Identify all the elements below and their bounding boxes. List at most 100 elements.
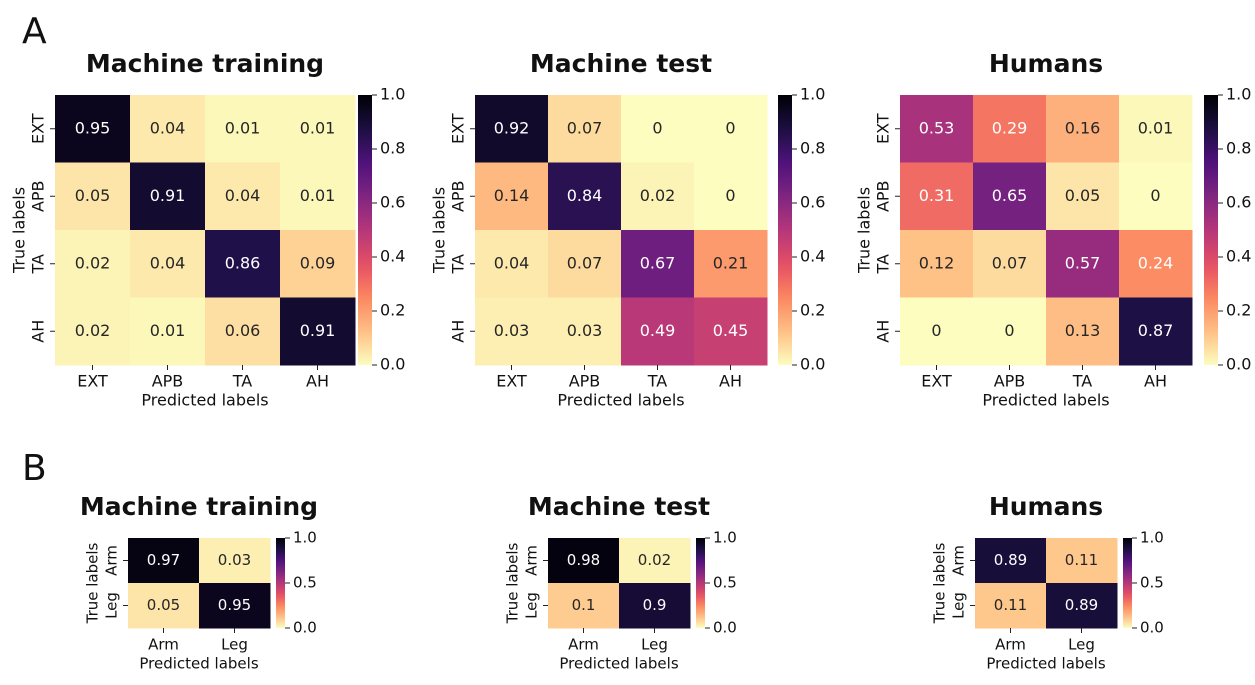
y-tick-label: TA (874, 254, 893, 275)
heatmap: Humans 0.53 0.29 0.16 0.01 0.31 0.65 0.05 0 0.12 0… (855, 49, 1252, 410)
cell-label: 0.31 (919, 186, 955, 205)
chart-title: Machine test (528, 492, 710, 521)
cell-label: 0.21 (713, 253, 749, 272)
colorbar-tick-label: 0.2 (380, 301, 405, 320)
cell-label: 0.92 (494, 118, 530, 137)
cell (1046, 297, 1120, 366)
cell-label: 0 (652, 118, 662, 137)
heatmap: Machine training 0.97 0.03 0.05 0.95 Arm Leg Ar… (80, 492, 318, 673)
cell-label: 0.04 (150, 118, 186, 137)
cell (621, 95, 695, 163)
colorbar-tick-label: 1.0 (800, 85, 825, 104)
cell (130, 297, 206, 366)
x-tick-label: APB (569, 372, 601, 391)
y-tick-label: TA (29, 254, 48, 275)
y-axis-label: True labels (10, 187, 29, 274)
y-tick-label: APB (449, 180, 468, 212)
cell-label: 0 (931, 321, 941, 340)
cell-label: 0.12 (919, 253, 955, 272)
colorbar-tick-label: 0.6 (380, 193, 405, 212)
cell-label: 0.84 (567, 186, 603, 205)
chart-title: Humans (989, 492, 1103, 521)
cell (548, 583, 620, 629)
heatmap: Machine test 0.92 0.07 0 0 0.14 0.84 0.02 0 0.04 0… (430, 49, 826, 410)
chart-title: Machine training (86, 49, 324, 78)
cell (1119, 162, 1193, 231)
y-tick-label: EXT (29, 113, 48, 144)
colorbar-tick-label: 0.5 (293, 574, 317, 592)
cell (694, 95, 768, 163)
cell-label: 0 (725, 186, 735, 205)
y-axis-label: True labels (855, 187, 874, 274)
heatmap: Machine training 0.95 0.04 0.01 0.01 0.05 0.91… (10, 49, 406, 410)
cell (621, 230, 695, 298)
chart-title: Machine test (530, 49, 712, 78)
cell-label: 0.1 (572, 596, 596, 614)
colorbar-tick-label: 1.0 (1140, 529, 1164, 547)
panel-label: B (22, 448, 47, 489)
cell-label: 0.97 (147, 551, 180, 569)
cell (973, 162, 1047, 231)
cell (280, 162, 356, 231)
cell (55, 230, 131, 298)
colorbar-tick-label: 0.2 (800, 301, 825, 320)
x-tick-label: EXT (77, 372, 108, 391)
cell-label: 0.14 (494, 186, 530, 205)
y-axis-label: True labels (504, 542, 522, 624)
x-tick-label: Leg (1068, 636, 1095, 654)
y-tick-label: EXT (449, 113, 468, 144)
cell (900, 297, 974, 366)
colorbar-tick-label: 0.8 (380, 139, 405, 158)
cell-label: 0.53 (919, 118, 955, 137)
cell (973, 297, 1047, 366)
cell (900, 95, 974, 163)
cell-label: 0.45 (713, 321, 749, 340)
x-tick-label: TA (647, 372, 668, 391)
cell-label: 0.01 (150, 321, 186, 340)
colorbar-tick-label: 1.0 (1226, 85, 1251, 104)
y-tick-label: AH (874, 320, 893, 343)
y-tick-label: Leg (523, 592, 541, 619)
x-tick-label: AH (1144, 372, 1167, 391)
x-tick-label: AH (719, 372, 742, 391)
x-axis-label: Predicted labels (986, 655, 1105, 673)
x-tick-label: EXT (921, 372, 952, 391)
cell-label: 0.91 (300, 321, 336, 340)
colorbar-tick-label: 0.6 (800, 193, 825, 212)
x-axis-label: Predicted labels (141, 391, 268, 410)
cell-label: 0.89 (1065, 596, 1098, 614)
y-tick-label: Arm (523, 545, 541, 576)
cell-label: 0.02 (75, 253, 111, 272)
cell-label: 0.02 (638, 551, 671, 569)
cell (128, 538, 200, 584)
cell-label: 0.91 (150, 186, 186, 205)
cell-label: 0.49 (640, 321, 676, 340)
cell-label: 0.67 (640, 253, 676, 272)
cell-label: 0.89 (994, 551, 1027, 569)
cell (1119, 297, 1193, 366)
cell (1119, 95, 1193, 163)
cell-label: 0.01 (1138, 118, 1174, 137)
cell-label: 0.05 (1065, 186, 1101, 205)
cell (548, 230, 622, 298)
x-tick-label: Arm (568, 636, 599, 654)
colorbar-tick-label: 1.0 (713, 529, 737, 547)
cell (128, 583, 200, 629)
colorbar (1123, 538, 1132, 628)
colorbar-tick-label: 0.0 (1226, 355, 1251, 374)
cell (130, 230, 206, 298)
y-tick-label: Arm (950, 545, 968, 576)
colorbar (1204, 95, 1218, 365)
x-tick-label: Arm (148, 636, 179, 654)
cell (199, 538, 271, 584)
cell (205, 230, 281, 298)
y-tick-label: Arm (103, 545, 121, 576)
cell (1046, 538, 1118, 584)
colorbar-tick-label: 0.5 (713, 574, 737, 592)
y-tick-label: AH (449, 320, 468, 343)
x-tick-label: APB (152, 372, 184, 391)
